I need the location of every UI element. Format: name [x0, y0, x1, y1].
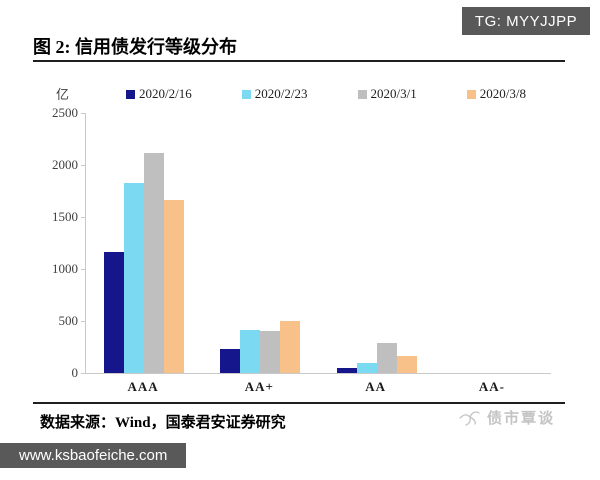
y-axis-tick-labels: 0 500 1000 1500 2000 2500	[28, 105, 79, 380]
y-tick-mark	[81, 321, 85, 322]
bar-2020/3/1-AA+	[260, 330, 281, 373]
legend-swatch	[357, 89, 367, 99]
source-note: 数据来源：Wind，国泰君安证券研究	[40, 415, 286, 431]
bar-2020/2/23-AAA	[124, 182, 145, 373]
legend-label: 2020/2/16	[139, 86, 192, 101]
bird-logo-icon	[459, 410, 480, 426]
x-tick-label: AA+	[244, 379, 274, 394]
y-tick-label: 2500	[52, 105, 78, 120]
x-tick-label: AA-	[478, 379, 505, 394]
legend-swatch	[126, 89, 135, 99]
tg-watermark-badge: TG: MYYJJPP	[462, 7, 590, 35]
brand-watermark: 债市覃谈	[458, 407, 555, 428]
bar-2020/2/23-AA	[356, 362, 377, 373]
legend-item: 2020/3/1	[357, 86, 417, 102]
legend-item: 2020/3/8	[466, 86, 526, 102]
legend-item: 2020/2/16	[126, 86, 192, 102]
y-tick-label: 2000	[52, 157, 78, 172]
y-tick-label: 500	[58, 313, 79, 328]
y-tick-label: 1000	[52, 261, 78, 276]
bar-2020/3/1-AA	[376, 342, 397, 373]
bar-2020/2/16-AAA	[104, 252, 125, 373]
brand-watermark-text: 债市覃谈	[487, 411, 556, 427]
bar-group-AA+	[202, 113, 318, 373]
legend-label: 2020/3/1	[370, 86, 417, 101]
bar-2020/2/16-AA	[336, 367, 357, 373]
bar-2020/3/1-AAA	[144, 152, 165, 373]
bottom-divider	[33, 402, 565, 404]
y-tick-label: 0	[71, 365, 79, 380]
y-tick-mark	[81, 269, 85, 270]
site-watermark-badge: www.ksbaofeiche.com	[0, 443, 187, 468]
y-tick-mark	[81, 113, 85, 114]
plot-area	[81, 113, 551, 374]
bar-2020/2/23-AA+	[240, 329, 261, 373]
legend-label: 2020/3/8	[479, 86, 526, 101]
bar-group-AA	[319, 113, 435, 373]
y-axis-unit-label: 亿	[56, 87, 70, 102]
figure-title: 图 2: 信用债发行等级分布	[33, 37, 237, 57]
y-tick-mark	[81, 217, 85, 218]
bar-group-AA-	[435, 113, 551, 373]
legend-swatch	[466, 89, 476, 99]
title-divider	[33, 60, 565, 62]
bar-2020/3/8-AAA	[164, 200, 185, 373]
legend-label: 2020/2/23	[254, 86, 308, 101]
legend-swatch	[241, 89, 251, 99]
x-tick-label: AA	[365, 379, 387, 394]
bar-group-AAA	[86, 113, 202, 373]
y-tick-mark	[81, 165, 85, 166]
y-tick-label: 1500	[52, 209, 78, 224]
bar-2020/2/16-AA+	[220, 349, 241, 373]
chart-legend: 2020/2/16 2020/2/23 2020/3/1 2020/3/8	[126, 86, 526, 102]
y-tick-mark	[81, 373, 85, 374]
bar-2020/3/8-AA	[396, 356, 417, 373]
x-tick-label: AAA	[127, 379, 159, 394]
x-axis-category-labels: AAA AA+ AA AA-	[85, 379, 550, 395]
legend-item: 2020/2/23	[241, 86, 308, 102]
bar-2020/3/8-AA+	[280, 321, 301, 373]
